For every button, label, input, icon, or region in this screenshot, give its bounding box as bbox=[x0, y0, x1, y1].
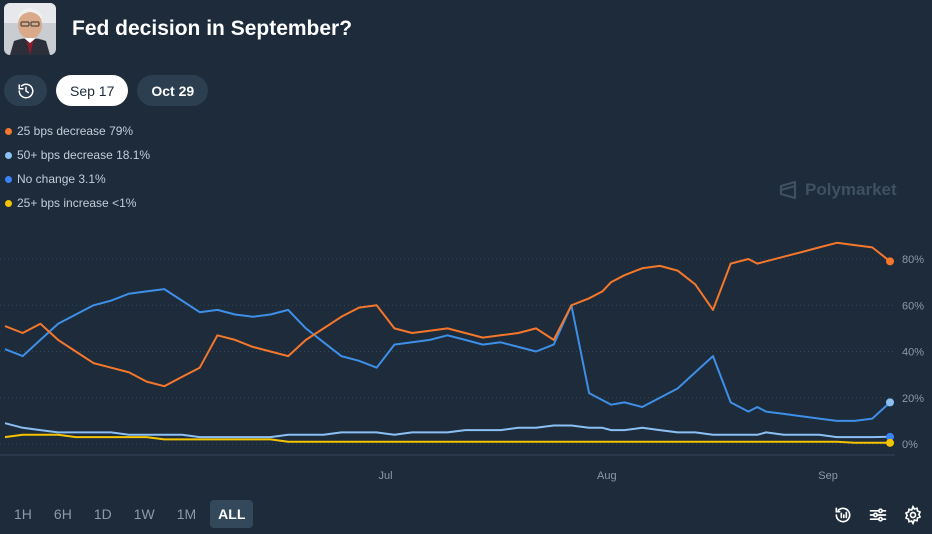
y-tick-label: 80% bbox=[902, 254, 924, 266]
filter-button[interactable] bbox=[868, 505, 888, 525]
series-line bbox=[4, 422, 891, 439]
x-tick-label: Sep bbox=[818, 470, 838, 482]
legend-dot bbox=[5, 151, 12, 159]
tab-sep-17[interactable]: Sep 17 bbox=[56, 75, 129, 106]
y-tick-label: 40% bbox=[902, 347, 924, 359]
y-tick-label: 20% bbox=[902, 393, 924, 405]
series-line bbox=[4, 433, 890, 444]
page-title: Fed decision in September? bbox=[72, 17, 353, 40]
legend-dot bbox=[5, 127, 12, 135]
legend-item: 25+ bps increase <1% bbox=[5, 191, 150, 215]
series-line bbox=[4, 288, 891, 422]
series-end-dot bbox=[886, 432, 894, 441]
series-end-dot bbox=[886, 398, 894, 407]
legend-label: 50+ bps decrease 18.1% bbox=[17, 148, 151, 162]
chart-legend: 25 bps decrease 79% 50+ bps decrease 18.… bbox=[5, 119, 150, 215]
x-tick-label: Jul bbox=[379, 470, 393, 482]
replay-button[interactable] bbox=[833, 505, 853, 525]
time-range-selector: 1H 6H 1D 1W 1M ALL bbox=[6, 500, 254, 528]
legend-item: No change 3.1% bbox=[5, 167, 150, 191]
polymarket-logo-icon bbox=[779, 180, 797, 200]
brand-name: Polymarket bbox=[805, 180, 897, 199]
range-1w[interactable]: 1W bbox=[133, 506, 155, 522]
y-tick-label: 60% bbox=[902, 300, 924, 312]
avatar bbox=[4, 3, 56, 55]
settings-button[interactable] bbox=[903, 504, 923, 526]
header: Fed decision in September? bbox=[4, 3, 352, 55]
legend-label: No change 3.1% bbox=[17, 172, 106, 186]
filter-sliders-icon bbox=[869, 508, 887, 522]
legend-dot bbox=[5, 175, 12, 183]
history-icon bbox=[18, 83, 33, 98]
replay-icon bbox=[835, 507, 851, 523]
range-6h[interactable]: 6H bbox=[53, 506, 72, 522]
date-tabs: Sep 17 Oct 29 bbox=[4, 75, 209, 106]
gear-icon bbox=[904, 504, 922, 526]
legend-label: 25+ bps increase <1% bbox=[17, 196, 137, 210]
y-tick-label: 0% bbox=[902, 439, 918, 451]
range-1d[interactable]: 1D bbox=[93, 506, 112, 522]
history-button[interactable] bbox=[4, 75, 47, 106]
legend-item: 25 bps decrease 79% bbox=[5, 119, 150, 143]
polymarket-watermark: Polymarket bbox=[779, 180, 897, 200]
x-tick-label: Aug bbox=[597, 470, 617, 482]
tab-oct-29[interactable]: Oct 29 bbox=[137, 75, 209, 106]
range-all[interactable]: ALL bbox=[210, 500, 254, 528]
range-1h[interactable]: 1H bbox=[14, 506, 32, 522]
legend-item: 50+ bps decrease 18.1% bbox=[5, 143, 150, 167]
legend-label: 25 bps decrease 79% bbox=[17, 124, 134, 138]
legend-dot bbox=[5, 199, 12, 207]
range-1m[interactable]: 1M bbox=[176, 506, 197, 522]
series-end-dot bbox=[886, 438, 894, 447]
series-line bbox=[4, 241, 891, 388]
series-end-dot bbox=[886, 257, 894, 266]
